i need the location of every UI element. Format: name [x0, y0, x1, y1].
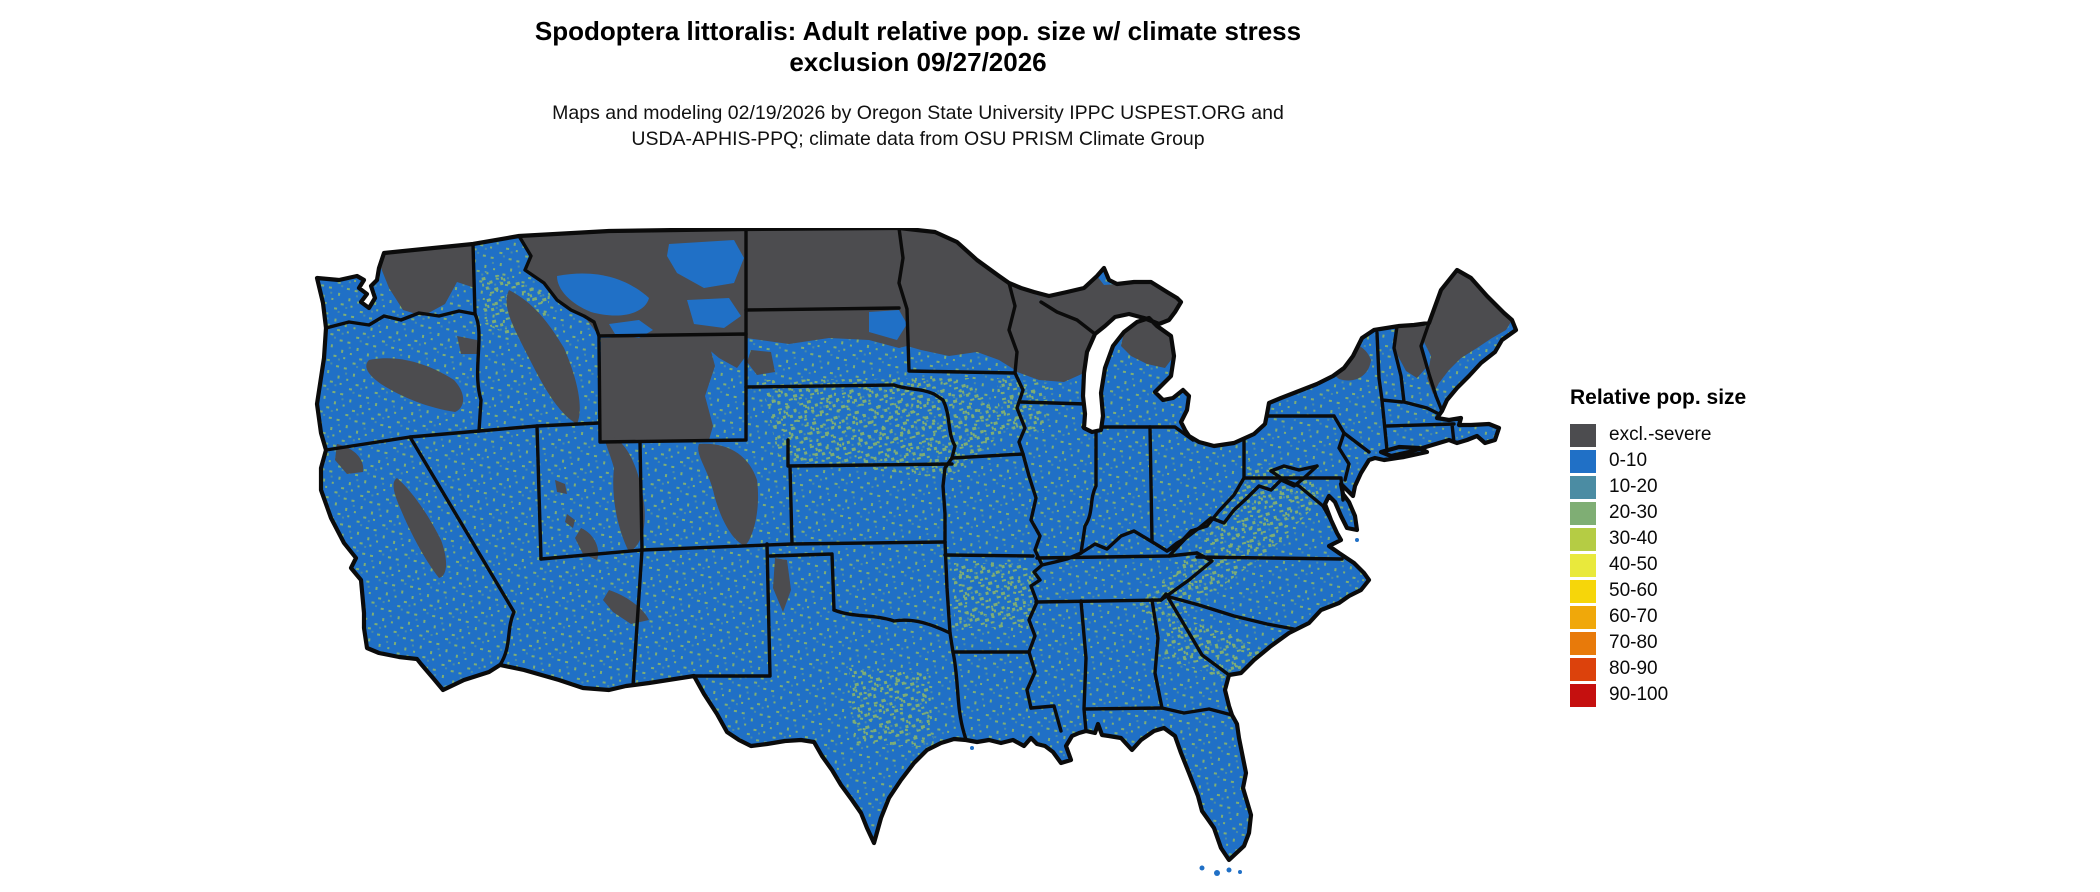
- subtitle-line-2: USDA-APHIS-PPQ; climate data from OSU PR…: [631, 128, 1205, 150]
- legend-swatch: [1570, 631, 1596, 655]
- legend-label: 10-20: [1609, 476, 1658, 497]
- legend-item-4: 30-40: [1570, 526, 1870, 552]
- legend-item-6: 50-60: [1570, 578, 1870, 604]
- legend-item-3: 20-30: [1570, 500, 1870, 526]
- title-line-1: Spodoptera littoralis: Adult relative po…: [534, 16, 1302, 46]
- legend-item-9: 80-90: [1570, 656, 1870, 682]
- legend: Relative pop. size excl.-severe 0-10 10-20…: [1570, 386, 1870, 708]
- legend-item-1: 0-10: [1570, 448, 1870, 474]
- legend-label: 90-100: [1609, 684, 1669, 705]
- florida-keys: [970, 538, 1359, 876]
- legend-label: 40-50: [1609, 554, 1658, 575]
- figure-title: Spodoptera littoralis: Adult relative po…: [318, 16, 1518, 78]
- legend-swatch: [1570, 449, 1596, 473]
- legend-swatch: [1570, 475, 1596, 499]
- legend-label: 30-40: [1609, 528, 1658, 549]
- legend-rows: excl.-severe 0-10 10-20 20-30 30-40 40-50 50-6…: [1570, 422, 1870, 708]
- state-borders: [324, 228, 1456, 742]
- legend-label: excl.-severe: [1609, 424, 1712, 445]
- legend-swatch: [1570, 579, 1596, 603]
- legend-label: 50-60: [1609, 580, 1658, 601]
- legend-swatch: [1570, 657, 1596, 681]
- map-container: [308, 228, 1530, 880]
- legend-swatch: [1570, 683, 1596, 707]
- legend-item-10: 90-100: [1570, 682, 1870, 708]
- figure-subtitle: Maps and modeling 02/19/2026 by Oregon S…: [318, 100, 1518, 152]
- us-map-image: [308, 228, 1530, 876]
- legend-item-5: 40-50: [1570, 552, 1870, 578]
- legend-label: 20-30: [1609, 502, 1658, 523]
- legend-swatch: [1570, 605, 1596, 629]
- legend-swatch: [1570, 527, 1596, 551]
- legend-item-8: 70-80: [1570, 630, 1870, 656]
- legend-title: Relative pop. size: [1570, 386, 1747, 409]
- legend-swatch: [1570, 423, 1596, 447]
- legend-label: 0-10: [1609, 450, 1648, 471]
- legend-label: 80-90: [1609, 658, 1658, 679]
- legend-swatch: [1570, 501, 1596, 525]
- legend-label: 60-70: [1609, 606, 1658, 627]
- title-line-2: exclusion 09/27/2026: [789, 47, 1047, 77]
- legend-item-0: excl.-severe: [1570, 422, 1870, 448]
- legend-swatch: [1570, 553, 1596, 577]
- legend-label: 70-80: [1609, 632, 1658, 653]
- figure-header: Spodoptera littoralis: Adult relative po…: [318, 16, 1518, 152]
- legend-item-2: 10-20: [1570, 474, 1870, 500]
- subtitle-line-1: Maps and modeling 02/19/2026 by Oregon S…: [552, 102, 1284, 124]
- legend-item-7: 60-70: [1570, 604, 1870, 630]
